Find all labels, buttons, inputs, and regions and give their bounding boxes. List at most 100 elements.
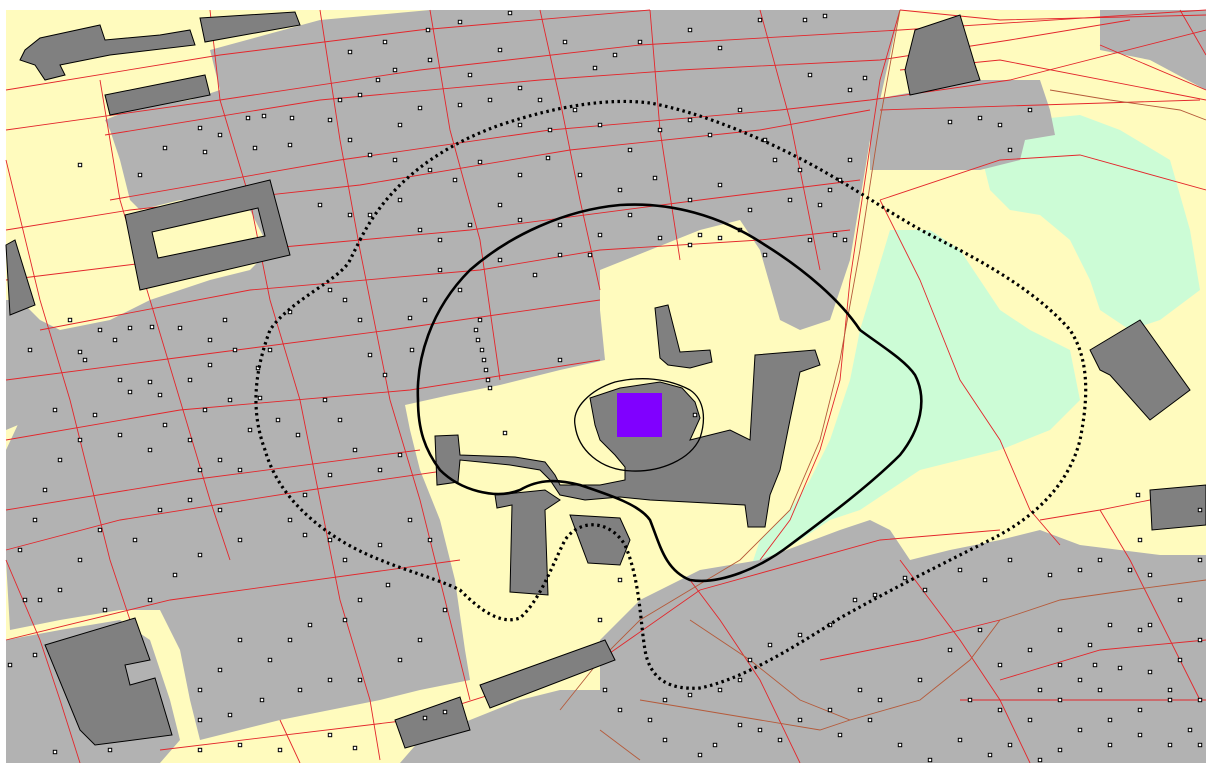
- tree-point: [52, 749, 58, 755]
- tree-point: [437, 267, 443, 273]
- tree-point: [597, 617, 603, 623]
- green-area: [980, 115, 1200, 330]
- parcel-line: [5, 299, 601, 381]
- tree-point: [82, 357, 88, 363]
- noise-contour-middle: [416, 203, 923, 583]
- tree-point: [1197, 637, 1203, 643]
- tree-point: [777, 737, 783, 743]
- tree-point: [1092, 662, 1098, 668]
- tree-point-layer: [7, 10, 1203, 763]
- tree-point: [1037, 687, 1043, 693]
- tree-point: [367, 212, 373, 218]
- tree-point: [537, 97, 543, 103]
- tree-point: [407, 517, 413, 523]
- tree-point: [479, 347, 485, 353]
- building: [654, 304, 713, 369]
- tree-point: [897, 742, 903, 748]
- parcel-line: [5, 559, 461, 641]
- tree-point: [697, 752, 703, 758]
- tree-point: [497, 202, 503, 208]
- tree-point: [652, 175, 658, 181]
- tree-point: [425, 27, 431, 33]
- tree-point: [382, 372, 388, 378]
- building: [904, 14, 981, 96]
- tree-point: [947, 119, 953, 125]
- parcel-line: [209, 9, 381, 761]
- tree-point: [422, 715, 428, 721]
- tree-point: [867, 717, 873, 723]
- tree-point: [827, 187, 833, 193]
- parcel-line: [99, 79, 231, 561]
- tree-point: [202, 407, 208, 413]
- tree-point: [147, 597, 153, 603]
- source-marker[interactable]: [617, 393, 662, 437]
- tree-point: [37, 597, 43, 603]
- tree-point: [657, 127, 663, 133]
- tree-point: [327, 677, 333, 683]
- tree-point: [347, 212, 353, 218]
- tree-point: [902, 575, 908, 581]
- tree-point: [502, 430, 508, 436]
- tree-point: [357, 677, 363, 683]
- tree-point: [1147, 622, 1153, 628]
- tree-point: [687, 692, 693, 698]
- tree-point: [207, 337, 213, 343]
- parcel-line: [759, 9, 821, 271]
- tree-point: [1167, 742, 1173, 748]
- tree-point: [397, 452, 403, 458]
- tree-point: [612, 52, 618, 58]
- tree-point: [1007, 557, 1013, 563]
- tree-point: [597, 232, 603, 238]
- tree-point: [187, 377, 193, 383]
- tree-point: [162, 422, 168, 428]
- tree-point: [202, 149, 208, 155]
- tree-point: [1077, 567, 1083, 573]
- tree-point: [132, 537, 138, 543]
- tree-point: [772, 157, 778, 163]
- path-line: [559, 9, 901, 711]
- tree-point: [295, 432, 301, 438]
- tree-point: [32, 652, 38, 658]
- tree-point: [352, 447, 358, 453]
- tree-point: [77, 437, 83, 443]
- tree-point: [557, 357, 563, 363]
- tree-point: [327, 117, 333, 123]
- tree-point: [687, 27, 693, 33]
- noise-contour-inner: [574, 378, 705, 472]
- tree-point: [1147, 572, 1153, 578]
- tree-point: [1147, 669, 1153, 675]
- tree-point: [57, 457, 63, 463]
- building: [479, 639, 616, 709]
- tree-point: [1007, 147, 1013, 153]
- tree-point: [627, 212, 633, 218]
- tree-point: [1117, 665, 1123, 671]
- tree-point: [807, 72, 813, 78]
- tree-point: [397, 197, 403, 203]
- tree-point: [327, 472, 333, 478]
- tree-point: [545, 155, 551, 161]
- tree-point: [197, 687, 203, 693]
- tree-point: [602, 687, 608, 693]
- tree-point: [487, 97, 493, 103]
- parcel-line: [5, 9, 651, 91]
- tree-point: [287, 517, 293, 523]
- tree-point: [377, 467, 383, 473]
- tree-point: [457, 19, 463, 25]
- tree-point: [1107, 717, 1113, 723]
- tree-point: [417, 105, 423, 111]
- tree-point: [697, 232, 703, 238]
- tree-point: [1135, 492, 1141, 498]
- tree-point: [483, 367, 489, 373]
- path-line-layer: [559, 9, 1206, 761]
- tree-point: [862, 75, 868, 81]
- tree-point: [232, 347, 238, 353]
- tree-point: [187, 497, 193, 503]
- tree-point: [57, 587, 63, 593]
- tree-point: [342, 557, 348, 563]
- parcel-line: [5, 359, 601, 441]
- tree-point: [1187, 727, 1193, 733]
- tree-point: [207, 362, 213, 368]
- tree-point: [377, 542, 383, 548]
